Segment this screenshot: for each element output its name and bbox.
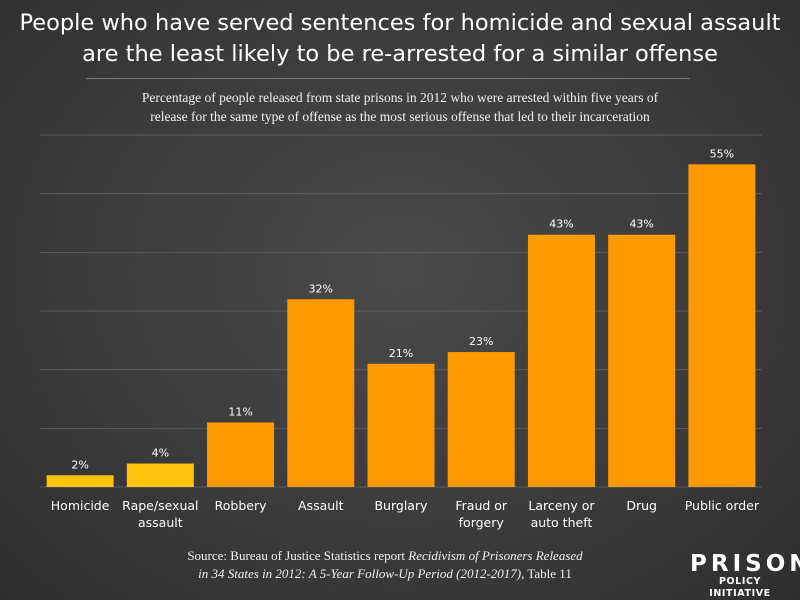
category-label: Larceny or [528,498,595,513]
source-suffix: , Table 11 [521,566,572,581]
category-label: forgery [459,515,505,530]
source-note: Source: Bureau of Justice Statistics rep… [150,547,620,583]
bar [287,299,355,487]
category-label: Public order [685,498,760,513]
chart-subtitle-line-1: Percentage of people released from state… [141,90,659,105]
value-labels: 2% 4% 11% 32% 21% 23% 43% 43% 55% [71,147,734,471]
prison-policy-initiative-logo: PRISON POLICY INITIATIVE [690,551,800,600]
bars [46,164,756,488]
data-label: 43% [629,218,653,231]
data-label: 55% [710,147,734,160]
bar [608,234,676,487]
bar [447,352,515,487]
bar [46,475,114,487]
chart-title: People who have served sentences for hom… [0,8,800,70]
category-label: auto theft [531,515,593,530]
data-label: 11% [228,405,252,418]
data-label: 2% [71,458,88,471]
bar [688,164,756,488]
category-labels: Homicide Rape/sexual assault Robbery Assault… [51,498,760,530]
category-label: Drug [626,498,657,513]
category-label: Fraud or [455,498,508,513]
category-label: assault [138,515,183,530]
data-label: 23% [469,335,493,348]
bar [207,422,275,487]
data-label: 32% [309,282,333,295]
category-label: Burglary [374,498,428,513]
bar [126,463,194,487]
category-label: Robbery [215,498,267,513]
category-label: Rape/sexual [122,498,198,513]
category-label: Assault [298,498,344,513]
source-prefix: Source: Bureau of Justice Statistics rep… [187,548,409,563]
source-report-title-line-1: Recidivism of Prisoners Released [408,548,583,563]
chart-title-line-1: People who have served sentences for hom… [19,10,781,36]
bar [367,363,435,487]
title-divider [86,78,690,79]
chart-title-line-2: are the least likely to be re-arrested f… [82,41,718,67]
category-label: Homicide [51,498,110,513]
source-report-title-line-2: in 34 States in 2012: A 5-Year Follow-Up… [198,566,522,581]
chart-subtitle: Percentage of people released from state… [60,88,740,126]
data-label: 21% [389,347,413,360]
data-label: 43% [549,218,573,231]
data-label: 4% [152,447,169,460]
bar [527,234,595,487]
logo-wordmark-top: PRISON [690,551,800,577]
chart-subtitle-line-2: release for the same type of offense as … [150,109,650,124]
logo-wordmark-bottom: POLICY INITIATIVE [709,576,771,599]
